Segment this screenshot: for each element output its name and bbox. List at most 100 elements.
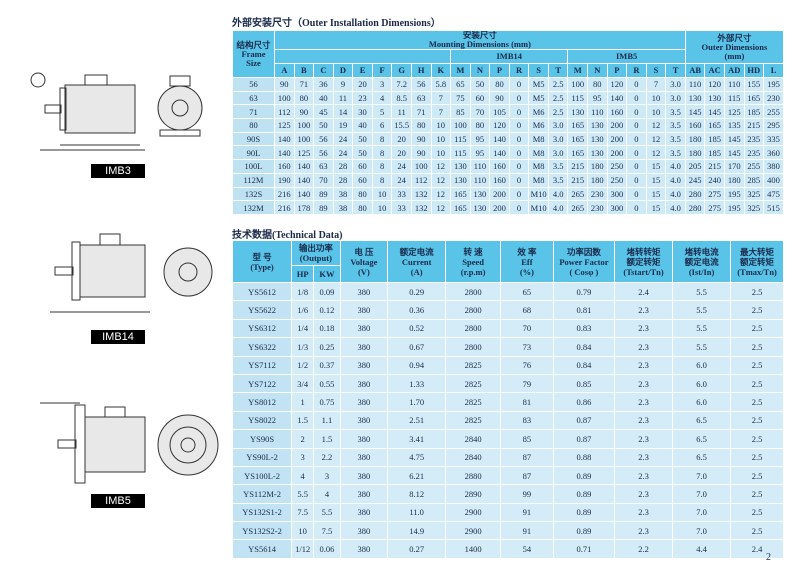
cell: 2800 xyxy=(445,281,502,302)
cell: 10 xyxy=(430,131,452,147)
cell: 195 xyxy=(763,77,784,92)
header-cell: HP xyxy=(291,265,315,283)
motor-drawing xyxy=(40,402,219,484)
header-cell: AB xyxy=(684,63,706,78)
cell: 20 xyxy=(352,77,373,92)
cell: 125 xyxy=(293,145,315,161)
cell: 1.5 xyxy=(313,429,341,449)
cell: 2.3 xyxy=(614,410,674,431)
cell: 5 xyxy=(371,104,393,120)
header-line: 额定转矩 xyxy=(626,256,661,267)
cell: 160 xyxy=(489,172,510,188)
cell: 4 xyxy=(313,484,341,504)
cell: 8.12 xyxy=(387,484,447,504)
cell: 33 xyxy=(391,186,412,202)
cell: 83 xyxy=(500,410,554,431)
cell: 4.0 xyxy=(665,159,686,174)
cell: 68 xyxy=(500,300,554,320)
data-row: 100L 160 140 63 28 60 8 24 100 12 130 110 160 0 M8 3.5 2… xyxy=(232,159,784,174)
cell: YS132S1-2 xyxy=(231,502,293,523)
cell: 110 xyxy=(723,77,745,92)
cell: 1.1 xyxy=(313,410,341,431)
cell: 285 xyxy=(743,172,765,188)
cell: 2.5 xyxy=(730,465,784,486)
cell: 0.09 xyxy=(313,281,341,302)
cell: 8 xyxy=(371,145,393,161)
cell: 0.83 xyxy=(552,318,616,339)
data-row: YS8012 1 0.75 380 1.70 2825 81 0.86 2.3 6.0 2.5 xyxy=(231,392,784,412)
cell: 380 xyxy=(339,300,389,320)
cell: 0 xyxy=(508,186,530,202)
cell: 380 xyxy=(339,539,389,559)
cell: 20 xyxy=(391,145,412,161)
cell: 50 xyxy=(352,145,373,161)
cell: 155 xyxy=(743,77,765,92)
cell: 2.3 xyxy=(614,318,674,339)
cell: 1/12 xyxy=(291,539,315,559)
cell: 380 xyxy=(339,373,389,394)
cell: 0 xyxy=(508,200,530,215)
header-line: 堵转转矩 xyxy=(626,246,661,257)
data-row: 71 112 90 45 14 30 5 11 71 7 85 70 105 0 M6 2.5 130 110 16… xyxy=(232,104,784,120)
technical-table: 型 号 (Type) 输出功率 (Output) 电 压 Voltage (V) 额定电流 Cu… xyxy=(231,240,784,559)
header-cell: 电 压 Voltage (V) xyxy=(339,240,389,283)
header-cell: AD xyxy=(723,63,745,78)
cell: 0.87 xyxy=(552,410,616,431)
header-cell: 外部尺寸 Outer Dimensions (mm) xyxy=(684,30,785,64)
cell: 140 xyxy=(489,131,510,147)
header-cell: T xyxy=(547,63,569,78)
cell: 325 xyxy=(743,200,765,215)
cell: 6.0 xyxy=(672,392,732,412)
cell: 1.33 xyxy=(387,373,447,394)
header-line: 型 号 xyxy=(252,251,272,262)
cell: 0.67 xyxy=(387,337,447,357)
cell: 230 xyxy=(587,200,608,215)
cell: 130 xyxy=(450,172,471,188)
cell: 5.5 xyxy=(291,484,315,504)
motor-drawing xyxy=(30,72,203,151)
cell: 0 xyxy=(626,77,647,92)
cell: M6 xyxy=(528,118,549,133)
cell: 90 xyxy=(489,90,510,106)
header-cell: 堵转转矩 额定转矩 (Tstart/Tn) xyxy=(614,240,674,283)
cell: 0 xyxy=(508,131,530,147)
cell: 89 xyxy=(313,186,334,202)
cell: 300 xyxy=(606,186,628,202)
cell: 80 xyxy=(489,77,510,92)
cell: 2.3 xyxy=(614,373,674,394)
cell: 95 xyxy=(469,131,491,147)
cell: 275 xyxy=(704,200,725,215)
cell: 79 xyxy=(500,373,554,394)
cell: 10 xyxy=(645,90,667,106)
data-row: YS7122 3/4 0.55 380 1.33 2825 79 0.85 2.3 6.0 2.5 xyxy=(231,373,784,394)
header-cell: R xyxy=(626,63,647,78)
cell: 130 xyxy=(587,118,608,133)
data-row: YS5612 1/8 0.09 380 0.29 2800 65 0.79 2.4 5.5 2.5 xyxy=(231,281,784,302)
cell: 100L xyxy=(232,159,275,174)
cell: 115 xyxy=(450,145,471,161)
cell: 63 xyxy=(232,90,275,106)
cell: 0.27 xyxy=(387,539,447,559)
cell: 1/6 xyxy=(291,300,315,320)
cell: 85 xyxy=(500,429,554,449)
data-row: YS100L-2 4 3 380 6.21 2880 87 0.89 2.3 7.0 2.5 xyxy=(231,465,784,486)
cell: 0.75 xyxy=(313,392,341,412)
header-cell: 输出功率 (Output) xyxy=(291,240,341,266)
cell: 380 xyxy=(339,281,389,302)
cell: 0 xyxy=(626,172,647,188)
cell: 3.0 xyxy=(547,131,569,147)
cell: 240 xyxy=(704,172,725,188)
cell: 6.21 xyxy=(387,465,447,486)
cell: 0.85 xyxy=(552,373,616,394)
cell: 50 xyxy=(352,131,373,147)
cell: 4.0 xyxy=(665,200,686,215)
cell: 91 xyxy=(500,502,554,523)
cell: 130 xyxy=(587,145,608,161)
cell: 7.0 xyxy=(672,484,732,504)
cell: 56 xyxy=(410,77,432,92)
cell: 475 xyxy=(763,186,784,202)
cell: 178 xyxy=(293,200,315,215)
header-cell: M xyxy=(450,63,471,78)
header-line: Voltage xyxy=(350,256,378,267)
cell: 2.2 xyxy=(313,447,341,467)
